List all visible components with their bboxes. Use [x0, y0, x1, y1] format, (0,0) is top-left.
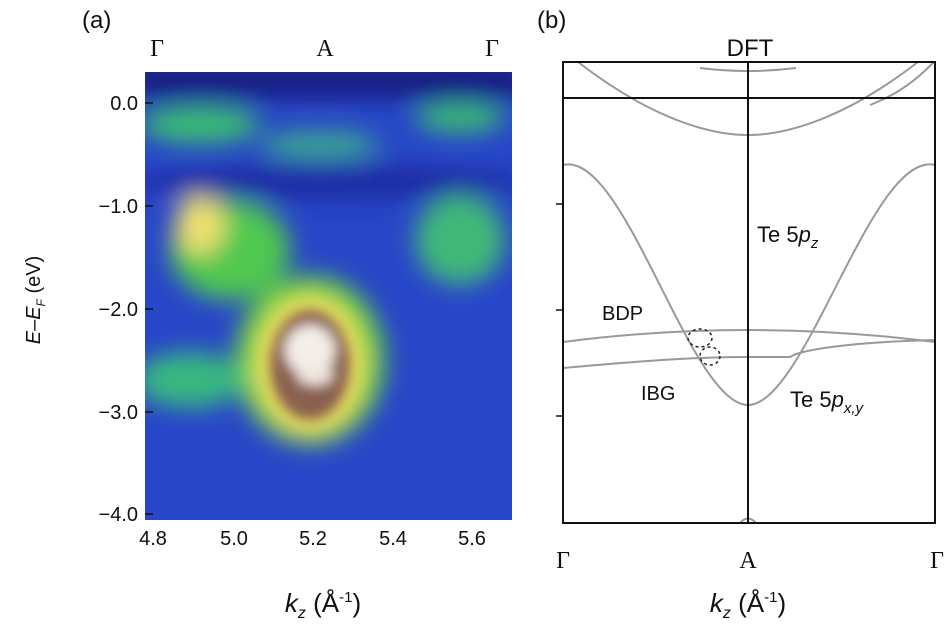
- annotation: Te 5pz: [757, 222, 819, 252]
- top-label: Γ: [485, 36, 499, 62]
- x-axis-label: kz (Å-1): [285, 588, 361, 622]
- band-structure: [563, 62, 935, 523]
- y-tick-label: 0.0: [110, 93, 138, 115]
- y-tick-label: −3.0: [99, 402, 138, 424]
- panel-label: (b): [537, 7, 566, 34]
- y-axis-label: E–EF (eV): [23, 256, 48, 345]
- bottom-label: Γ: [930, 548, 944, 574]
- x-tick-label: 5.4: [379, 528, 407, 550]
- annotation: IBG: [641, 383, 675, 405]
- ticks: [556, 203, 563, 417]
- ticks: [145, 102, 153, 515]
- arpes-map: [145, 72, 512, 520]
- panel-label: (a): [82, 7, 111, 34]
- annotation: Te 5px,y: [790, 387, 865, 417]
- x-tick-label: 5.0: [220, 528, 248, 550]
- x-tick-label: 5.6: [458, 528, 486, 550]
- top-label: A: [316, 36, 334, 62]
- bottom-label: A: [739, 548, 757, 574]
- y-tick-label: −1.0: [99, 196, 138, 218]
- x-axis-label: kz (Å-1): [710, 588, 786, 622]
- y-tick-label: −4.0: [99, 504, 138, 526]
- top-label: Γ: [150, 36, 164, 62]
- x-tick-label: 4.8: [139, 528, 167, 550]
- annotation: BDP: [602, 303, 643, 325]
- y-tick-label: −2.0: [99, 299, 138, 321]
- bottom-label: Γ: [556, 548, 570, 574]
- x-tick-label: 5.2: [299, 528, 327, 550]
- panel-title: DFT: [727, 35, 774, 62]
